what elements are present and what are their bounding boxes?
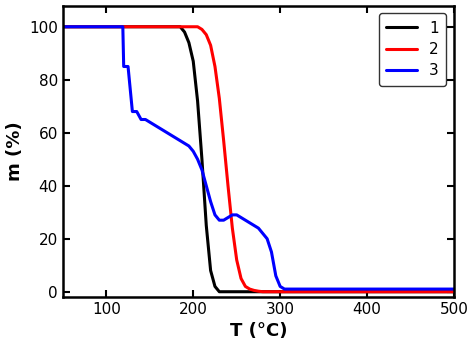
3	[120, 25, 126, 29]
3	[243, 218, 248, 222]
2	[60, 25, 66, 29]
1	[191, 59, 196, 63]
1	[177, 25, 183, 29]
Legend: 1, 2, 3: 1, 2, 3	[379, 13, 447, 86]
Line: 1: 1	[63, 27, 454, 292]
2	[195, 25, 201, 29]
3	[186, 144, 191, 148]
3	[122, 64, 128, 69]
3	[312, 287, 318, 291]
2	[225, 184, 231, 188]
3	[143, 117, 148, 121]
3	[212, 213, 218, 217]
2	[203, 33, 209, 37]
3	[295, 287, 301, 291]
3	[277, 284, 283, 289]
2	[234, 258, 239, 262]
2	[208, 43, 213, 47]
3	[155, 125, 161, 129]
3	[282, 287, 287, 291]
2	[260, 290, 265, 294]
1	[199, 157, 205, 161]
2	[191, 25, 196, 29]
1	[203, 224, 209, 228]
2	[186, 25, 191, 29]
1	[60, 25, 66, 29]
2	[264, 290, 270, 294]
3	[169, 133, 174, 137]
2	[247, 287, 253, 291]
3	[303, 287, 309, 291]
3	[177, 139, 183, 143]
3	[151, 123, 157, 127]
3	[229, 213, 235, 217]
2	[229, 226, 235, 230]
1	[212, 284, 218, 289]
X-axis label: T (°C): T (°C)	[230, 322, 287, 340]
3	[182, 141, 187, 145]
3	[255, 226, 261, 230]
3	[138, 117, 144, 121]
2	[243, 284, 248, 289]
3	[269, 250, 274, 254]
2	[251, 288, 257, 292]
3	[247, 221, 253, 225]
3	[160, 128, 165, 132]
1	[195, 99, 201, 103]
Line: 3: 3	[63, 27, 454, 289]
3	[264, 237, 270, 241]
1	[217, 290, 222, 294]
3	[238, 216, 244, 220]
2	[221, 139, 227, 143]
3	[191, 149, 196, 153]
Y-axis label: m (%): m (%)	[6, 121, 24, 181]
3	[286, 287, 292, 291]
3	[451, 287, 457, 291]
3	[203, 184, 209, 188]
1	[182, 30, 187, 34]
3	[273, 274, 279, 278]
3	[299, 287, 305, 291]
3	[125, 64, 131, 69]
3	[164, 131, 170, 135]
3	[208, 200, 213, 204]
3	[147, 120, 153, 124]
3	[195, 157, 201, 161]
3	[234, 213, 239, 217]
3	[60, 25, 66, 29]
3	[129, 109, 135, 113]
3	[221, 218, 227, 222]
1	[451, 290, 457, 294]
3	[173, 136, 179, 140]
3	[217, 218, 222, 222]
2	[199, 27, 205, 31]
2	[212, 64, 218, 69]
3	[121, 64, 127, 69]
3	[251, 224, 257, 228]
3	[308, 287, 313, 291]
2	[255, 289, 261, 293]
3	[199, 168, 205, 172]
2	[451, 290, 457, 294]
3	[225, 216, 231, 220]
Line: 2: 2	[63, 27, 454, 292]
1	[186, 40, 191, 45]
1	[208, 268, 213, 273]
3	[134, 109, 139, 113]
3	[260, 231, 265, 236]
2	[238, 276, 244, 281]
3	[291, 287, 296, 291]
2	[217, 96, 222, 100]
